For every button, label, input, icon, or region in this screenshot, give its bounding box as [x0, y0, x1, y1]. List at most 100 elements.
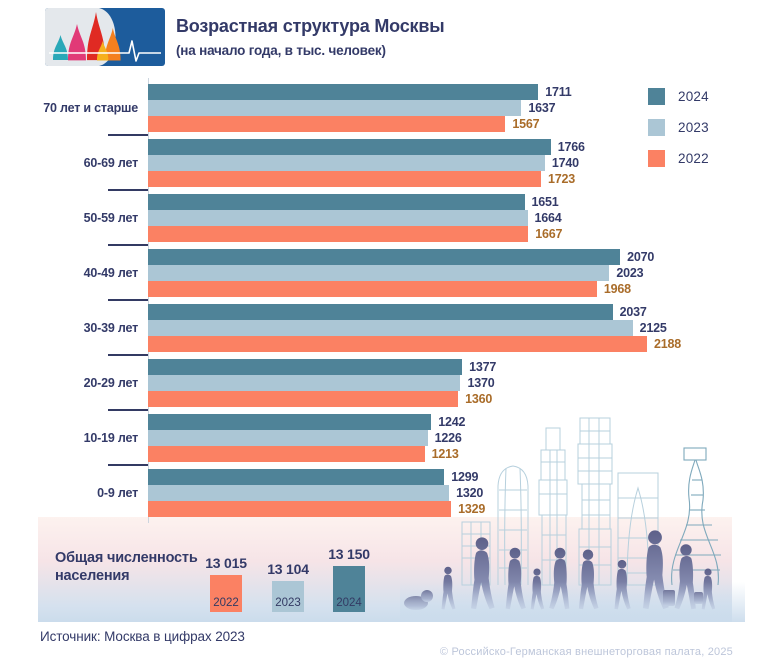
bar-2022: [148, 501, 452, 517]
total-year-label: 2022: [213, 597, 239, 609]
bar-2024: [148, 249, 621, 265]
bar-2022: [148, 446, 425, 462]
page-subtitle: (на начало года, в тыс. человек): [176, 43, 386, 58]
bar-value: 1723: [547, 172, 575, 186]
age-structure-bar-chart: 70 лет и старше 1711 1637 1567 60-69 лет 1766…: [8, 78, 681, 524]
bar-row: 2188: [148, 336, 681, 352]
bar-row: 2037: [148, 304, 676, 320]
category-label: 0-9 лет: [97, 486, 138, 500]
category-bars: 1711 1637 1567: [148, 84, 676, 139]
category-bars: 2037 2125 2188: [148, 304, 681, 359]
bar-row: 1299: [148, 469, 676, 485]
bar-value: 1766: [557, 140, 585, 154]
category-label: 70 лет и старше: [43, 101, 138, 115]
category-label: 10-19 лет: [83, 431, 139, 445]
bar-2023: [148, 485, 450, 501]
chart-group: 40-49 лет 2070 2023 1968: [8, 249, 676, 304]
chart-group: 60-69 лет 1766 1740 1723: [8, 139, 676, 194]
bar-value: 1637: [528, 101, 556, 115]
bar-value: 1651: [531, 195, 559, 209]
bar-row: 1637: [148, 100, 676, 116]
bar-row: 2125: [148, 320, 676, 336]
total-item-2022: 13 015 2022: [202, 555, 250, 612]
bar-value: 2037: [619, 305, 647, 319]
total-bar: 2024: [333, 566, 365, 612]
total-value: 13 015: [205, 555, 247, 571]
bar-value: 2125: [639, 321, 667, 335]
category-bars: 1242 1226 1213: [148, 414, 676, 469]
bar-row: 1567: [148, 116, 676, 132]
total-item-2024: 13 150 2024: [325, 546, 373, 612]
bar-row: 1968: [148, 281, 676, 297]
legend-label: 2024: [678, 89, 709, 104]
bar-value: 1664: [534, 211, 562, 225]
chart-group: 10-19 лет 1242 1226 1213: [8, 414, 676, 469]
bar-value: 1377: [469, 360, 497, 374]
bar-row: 1226: [148, 430, 676, 446]
page-title: Возрастная структура Москвы: [176, 16, 445, 36]
bar-2023: [148, 430, 428, 446]
bar-value: 1329: [458, 502, 486, 516]
total-value: 13 150: [328, 546, 370, 562]
legend-swatch: [648, 88, 665, 105]
bar-row: 1667: [148, 226, 676, 242]
bar-value: 2023: [616, 266, 644, 280]
legend-swatch: [648, 150, 665, 167]
bar-row: 1370: [148, 375, 676, 391]
bar-value: 1360: [465, 392, 493, 406]
category-bars: 1299 1320 1329: [148, 469, 676, 524]
bar-2024: [148, 469, 445, 485]
bar-row: 1651: [148, 194, 676, 210]
bar-row: 1242: [148, 414, 676, 430]
bar-2023: [148, 265, 610, 281]
bar-row: 1664: [148, 210, 676, 226]
bar-value: 1370: [467, 376, 495, 390]
bar-2024: [148, 84, 539, 100]
footer-copyright: © Российско-Германская внешнеторговая па…: [439, 646, 733, 658]
bar-value: 1567: [512, 117, 540, 131]
chart-groups: 70 лет и старше 1711 1637 1567 60-69 лет 1766…: [8, 84, 681, 524]
total-year-label: 2023: [275, 597, 301, 609]
bar-row: 1740: [148, 155, 676, 171]
bar-2023: [148, 320, 633, 336]
bar-2024: [148, 139, 551, 155]
legend-item-2023: 2023: [648, 119, 709, 136]
category-bars: 1651 1664 1667: [148, 194, 676, 249]
bar-2022: [148, 116, 506, 132]
total-year-label: 2024: [336, 597, 362, 609]
legend-item-2022: 2022: [648, 150, 709, 167]
chart-group: 50-59 лет 1651 1664 1667: [8, 194, 676, 249]
bar-value: 1299: [451, 470, 479, 484]
bar-value: 2188: [654, 337, 682, 351]
bar-value: 1242: [438, 415, 466, 429]
bar-row: 1320: [148, 485, 676, 501]
bar-row: 1766: [148, 139, 676, 155]
category-label: 20-29 лет: [83, 376, 139, 390]
category-bars: 1377 1370 1360: [148, 359, 676, 414]
total-item-2023: 13 104 2023: [264, 561, 312, 612]
bar-2022: [148, 226, 529, 242]
st-basil-cathedral-heartbeat-logo-icon: [45, 8, 165, 66]
chart-group: 20-29 лет 1377 1370 1360: [8, 359, 676, 414]
legend-swatch: [648, 119, 665, 136]
bar-row: 1329: [148, 501, 676, 517]
bar-2023: [148, 210, 528, 226]
bar-2022: [148, 336, 648, 352]
bar-2024: [148, 194, 525, 210]
bar-value: 1213: [431, 447, 459, 461]
bar-2023: [148, 100, 522, 116]
category-label: 30-39 лет: [83, 321, 139, 335]
bar-2024: [148, 414, 432, 430]
category-bars: 2070 2023 1968: [148, 249, 676, 304]
bar-value: 1711: [545, 85, 572, 99]
bar-2022: [148, 281, 597, 297]
legend-item-2024: 2024: [648, 88, 709, 105]
bar-row: 2023: [148, 265, 676, 281]
bar-value: 1226: [434, 431, 462, 445]
category-label: 60-69 лет: [83, 156, 139, 170]
bar-value: 1320: [456, 486, 484, 500]
bar-row: 1213: [148, 446, 676, 462]
total-bar: 2023: [272, 581, 304, 612]
category-label: 40-49 лет: [83, 266, 139, 280]
